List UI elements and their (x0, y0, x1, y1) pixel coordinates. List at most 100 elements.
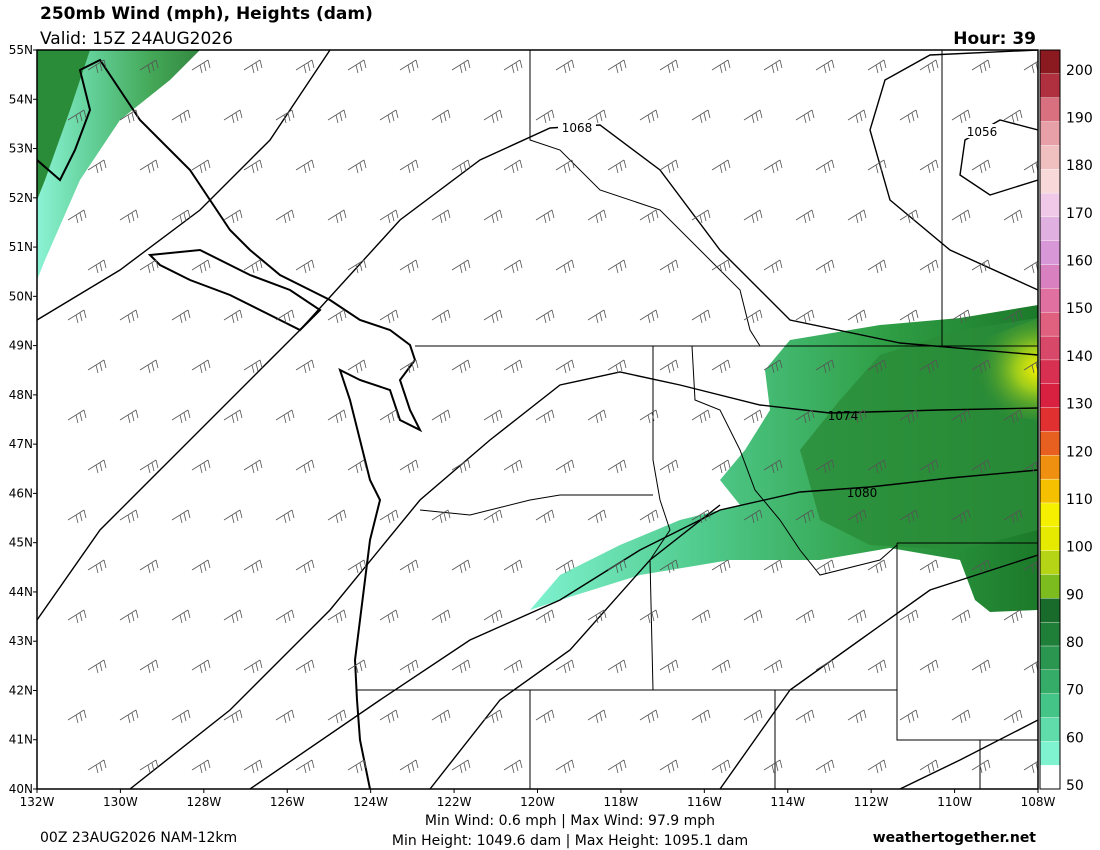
wind-barb (503, 759, 523, 774)
valid-time: Valid: 15Z 24AUG2026 (40, 29, 233, 49)
colorbar-swatch (1039, 169, 1061, 194)
wind-barb (711, 459, 731, 474)
lon-label: 112W (854, 795, 889, 809)
wind-barb (951, 209, 971, 224)
wind-barb (431, 609, 451, 624)
wind-barb (295, 359, 315, 374)
wind-barb (607, 359, 627, 374)
map-area (37, 50, 1038, 789)
wind-barb (451, 659, 471, 674)
wind-barb (971, 659, 991, 674)
wind-barb (743, 209, 763, 224)
wind-barb (867, 459, 887, 474)
wind-barb (815, 759, 835, 774)
wind-barb (815, 159, 835, 174)
init-time: 00Z 23AUG2026 NAM-12km (40, 830, 237, 846)
wind-barb (399, 59, 419, 74)
wind-barb (503, 59, 523, 74)
colorbar-swatch (1039, 383, 1061, 408)
wind-barb (1003, 509, 1023, 524)
colorbar-swatch (1039, 455, 1061, 480)
wind-barb (275, 209, 295, 224)
wind-barb (587, 109, 607, 124)
wind-barb (67, 309, 87, 324)
wind-barb (919, 159, 939, 174)
height-contours (37, 50, 1038, 789)
wind-barb (639, 709, 659, 724)
wind-barb (951, 609, 971, 624)
wind-barb (763, 359, 783, 374)
wind-barb (743, 109, 763, 124)
wind-barb (763, 159, 783, 174)
wind-barb (815, 459, 835, 474)
wind-barb (919, 759, 939, 774)
lon-label: 120W (520, 795, 555, 809)
colorbar-swatch (1039, 669, 1061, 694)
wind-barb (919, 459, 939, 474)
wind-barb (171, 309, 191, 324)
wind-barb (587, 509, 607, 524)
colorbar-swatch (1039, 145, 1061, 170)
wind-barb (275, 409, 295, 424)
wind-barb (587, 409, 607, 424)
wind-barb (451, 559, 471, 574)
wind-barb (483, 209, 503, 224)
lat-label: 44N (9, 585, 33, 599)
wind-barb (171, 409, 191, 424)
wind-barb (607, 259, 627, 274)
wind-barb (1023, 760, 1038, 774)
wind-barb (399, 559, 419, 574)
colorbar-swatch (1039, 502, 1061, 527)
wind-barb (87, 259, 107, 274)
wind-barb (971, 459, 991, 474)
wind-barb (867, 259, 887, 274)
colorbar-label: 200 (1066, 63, 1093, 79)
wind-barb (847, 709, 867, 724)
colorbar-label: 50 (1066, 778, 1084, 794)
wind-barb (795, 109, 815, 124)
wind-barb (815, 659, 835, 674)
wind-barb (899, 409, 919, 424)
wind-barb (535, 209, 555, 224)
wind-barb (1023, 260, 1038, 274)
wind-barb (555, 259, 575, 274)
wind-barb (327, 109, 347, 124)
wind-barb (951, 509, 971, 524)
wind-barb (847, 309, 867, 324)
wind-barb (379, 309, 399, 324)
wind-barb (867, 759, 887, 774)
colorbar-swatch (1039, 192, 1061, 218)
wind-barb (535, 409, 555, 424)
wind-barb (503, 259, 523, 274)
wind-barb (191, 159, 211, 174)
wind-barb (535, 709, 555, 724)
wind-barb (899, 109, 919, 124)
wind-barb (139, 159, 159, 174)
height-stats: Min Height: 1049.6 dam | Max Height: 109… (392, 833, 748, 849)
contour-label: 1056 (967, 125, 998, 139)
wind-barb (67, 109, 87, 124)
wind-barb (67, 709, 87, 724)
wind-barb (659, 759, 679, 774)
wind-barb (119, 709, 139, 724)
wind-barb (451, 459, 471, 474)
wind-barb (451, 259, 471, 274)
wind-barb (327, 409, 347, 424)
wind-barb (867, 359, 887, 374)
wind-barb (607, 659, 627, 674)
colorbar-swatch (1039, 693, 1061, 718)
wind-barb (347, 659, 367, 674)
wind-barb (555, 159, 575, 174)
wind-barb (691, 709, 711, 724)
contour-label: 1074 (828, 409, 859, 423)
wind-barb (171, 509, 191, 524)
wind-barb (971, 259, 991, 274)
wind-barb (711, 659, 731, 674)
lat-label: 41N (9, 733, 33, 747)
wind-barb (431, 209, 451, 224)
wind-barb (347, 559, 367, 574)
colorbar-swatch (1039, 478, 1061, 504)
title: 250mb Wind (mph), Heights (dam) (40, 4, 373, 24)
wind-barb (795, 409, 815, 424)
